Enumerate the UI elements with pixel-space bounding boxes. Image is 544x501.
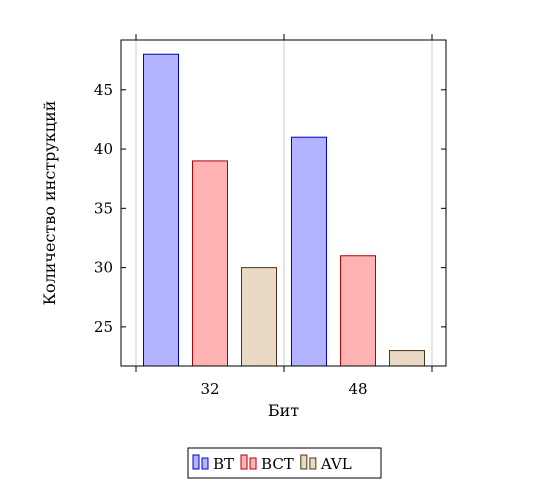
x-tick-label-48: 48 [348,380,367,398]
legend-label-avl: AVL [320,455,352,473]
legend-swatch-bct-b [249,457,257,470]
bar-bct-48 [340,255,376,367]
gridlines [135,40,433,366]
bars [143,53,425,367]
y-axis-title: Количество инструкций [40,101,59,306]
bar-bct-32 [192,160,228,367]
legend-swatch-avl-b [309,457,317,470]
legend-label-bct: BCT [261,455,294,473]
y-tick-label-40: 40 [94,140,113,158]
bar-bt-48 [291,136,327,367]
legend-frame [187,447,382,479]
bar-avl-32 [241,267,277,367]
x-tick-label-32: 32 [200,380,219,398]
x-axis-title: Бит [268,401,299,420]
legend: BT BCT AVL [187,447,382,479]
y-tick-label-35: 35 [94,199,113,217]
y-tick-label-30: 30 [94,259,113,277]
legend-swatch-bct [240,454,248,470]
legend-label-bt: BT [213,455,234,473]
ticks: 25 30 35 40 45 32 48 [94,34,446,398]
y-tick-label-45: 45 [94,81,113,99]
legend-swatch-bt-b [201,457,209,470]
bar-bt-32 [143,53,179,367]
legend-swatch-avl [300,454,308,470]
legend-swatch-bt [192,454,200,470]
y-tick-label-25: 25 [94,318,113,336]
bar-avl-48 [389,350,425,367]
